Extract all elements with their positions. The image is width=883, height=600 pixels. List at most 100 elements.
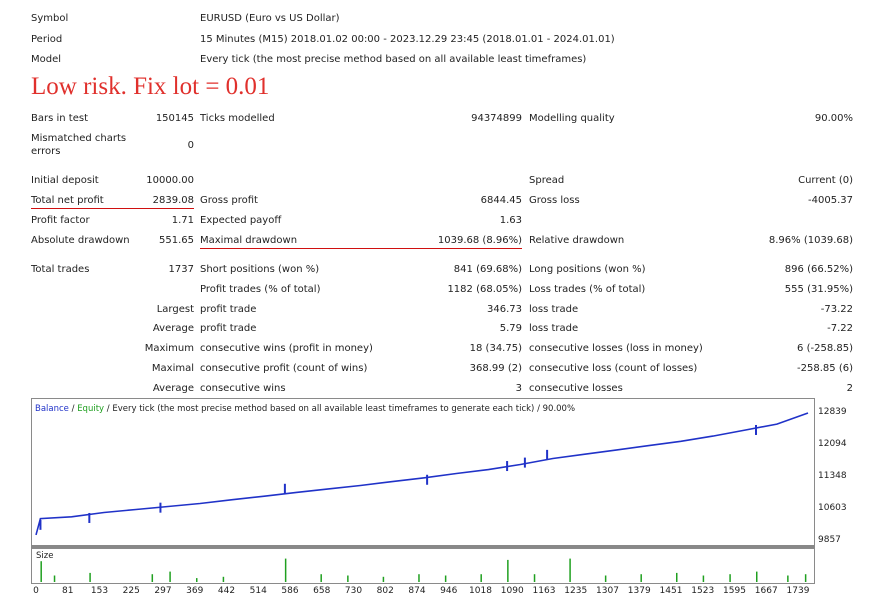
ptrades-value: 1182 (68.05%) [447, 284, 522, 295]
grossloss-value: -4005.37 [808, 195, 853, 206]
mismatch-label-2: errors [31, 146, 61, 157]
volume-bar [284, 558, 287, 582]
ltrades-value: 555 (31.95%) [784, 284, 853, 295]
ticks-label: Ticks modelled [200, 113, 275, 124]
bars-label: Bars in test [31, 113, 88, 124]
ltrades-label: Loss trades (% of total) [529, 284, 646, 295]
chart-separator[interactable] [31, 545, 815, 549]
volume-bar [418, 574, 420, 582]
volume-bar [729, 574, 731, 582]
reldd-label: Relative drawdown [529, 235, 625, 246]
mxl-loss-label: consecutive loss (count of losses) [529, 363, 698, 374]
x-tick-label: 1163 [532, 586, 556, 596]
avg-wins-value: 3 [515, 383, 522, 394]
max-wins-value: 18 (34.75) [469, 343, 522, 354]
volume-bar [804, 574, 807, 582]
short-value: 841 (69.68%) [453, 264, 522, 275]
mxl-profit-label: consecutive profit (count of wins) [200, 363, 368, 374]
maximum-label: Maximum [144, 343, 194, 354]
symbol-label: Symbol [31, 13, 69, 24]
maxdd-label: Maximal drawdown [200, 235, 298, 246]
spread-value: Current (0) [798, 175, 853, 186]
average-profit-value: 5.79 [499, 323, 522, 334]
volume-bar [196, 578, 198, 582]
model-value: Every tick (the most precise method base… [200, 54, 587, 65]
volume-bar [640, 574, 642, 582]
spread-label: Spread [529, 175, 565, 186]
avg2-label: Average [152, 383, 194, 394]
x-tick-label: 1739 [786, 586, 810, 596]
volume-bar [787, 575, 789, 582]
volume-bar [444, 575, 447, 582]
deposit-label: Initial deposit [31, 175, 99, 186]
volume-panel [31, 548, 815, 584]
x-tick-label: 81 [62, 586, 74, 596]
volume-bar [151, 574, 154, 582]
chart-legend: Balance / Equity / Every tick (the most … [35, 404, 575, 414]
volume-bar [533, 574, 536, 582]
volume-bar [222, 576, 225, 582]
max-wins-label: consecutive wins (profit in money) [200, 343, 373, 354]
average-profit-label: profit trade [200, 323, 257, 334]
long-value: 896 (66.52%) [784, 264, 853, 275]
largest-label: Largest [156, 304, 194, 315]
symbol-value: EURUSD (Euro vs US Dollar) [200, 13, 340, 24]
x-tick-label: 1667 [754, 586, 778, 596]
x-tick-label: 586 [281, 586, 299, 596]
volume-bar [604, 575, 607, 582]
volume-bar [320, 574, 322, 582]
volume-bar [169, 571, 171, 582]
deposit-value: 10000.00 [146, 175, 194, 186]
volume-bar [347, 575, 349, 582]
x-tick-label: 442 [217, 586, 236, 596]
grossprofit-value: 6844.45 [480, 195, 522, 206]
ptrades-label: Profit trades (% of total) [200, 284, 321, 295]
y-tick-label: 12094 [818, 438, 847, 449]
avg-wins-label: consecutive wins [200, 383, 286, 394]
x-tick-label: 946 [440, 586, 458, 596]
average-label: Average [152, 323, 194, 334]
model-label: Model [31, 54, 62, 65]
mxl-loss-value: -258.85 (6) [797, 363, 853, 374]
volume-label: Size [36, 551, 54, 561]
trades-value: 1737 [168, 264, 194, 275]
reldd-value: 8.96% (1039.68) [768, 235, 853, 246]
max-losses-label: consecutive losses (loss in money) [529, 343, 703, 354]
quality-value: 90.00% [814, 113, 853, 124]
average-loss-label: loss trade [529, 323, 579, 334]
x-tick-label: 225 [122, 586, 140, 596]
volume-bar [89, 572, 91, 582]
avg-losses-label: consecutive losses [529, 383, 623, 394]
max-losses-value: 6 (-258.85) [797, 343, 853, 354]
volume-bar [702, 575, 705, 582]
bars-value: 150145 [155, 113, 194, 124]
x-tick-label: 0 [33, 586, 39, 596]
maxdd-value: 1039.68 (8.96%) [437, 235, 522, 246]
maximal-label: Maximal [151, 363, 194, 374]
legend-balance: Balance [35, 404, 69, 414]
trades-label: Total trades [31, 264, 90, 275]
average-loss-value: -7.22 [827, 323, 853, 334]
volume-bar [756, 571, 758, 582]
y-tick-label: 9857 [818, 535, 841, 545]
volume-bar [569, 558, 571, 582]
netprofit-value: 2839.08 [152, 195, 194, 206]
quality-label: Modelling quality [529, 113, 615, 124]
largest-loss-label: loss trade [529, 304, 579, 315]
netprofit-underline [31, 208, 194, 209]
short-label: Short positions (won %) [200, 264, 320, 275]
volume-bar [40, 561, 42, 582]
netprofit-label: Total net profit [31, 195, 104, 206]
avg-losses-value: 2 [846, 383, 853, 394]
y-tick-label: 10603 [818, 502, 847, 513]
y-tick-label: 12839 [818, 407, 847, 417]
pf-value: 1.71 [171, 215, 194, 226]
x-tick-label: 297 [154, 586, 172, 596]
x-tick-label: 1379 [627, 586, 651, 596]
y-tick-label: 11348 [818, 471, 847, 481]
volume-bar [480, 574, 482, 582]
x-tick-label: 1451 [659, 586, 683, 596]
legend-sep: / [68, 404, 78, 414]
absdd-label: Absolute drawdown [31, 235, 130, 246]
ticks-value: 94374899 [471, 113, 522, 124]
